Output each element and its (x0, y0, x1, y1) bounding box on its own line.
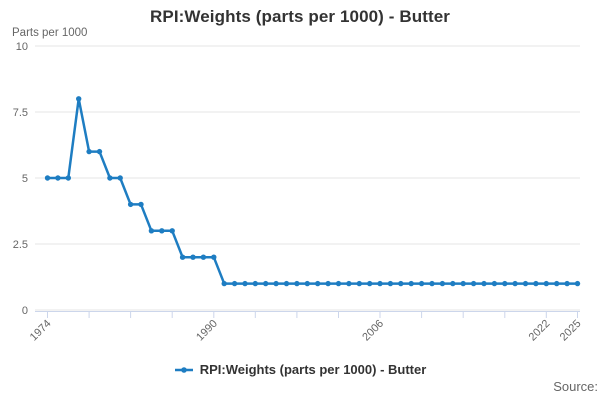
x-tick-label: 1974 (28, 318, 54, 344)
y-tick-label: 2.5 (13, 239, 28, 251)
data-point-marker (55, 175, 61, 181)
series-line (46, 97, 579, 285)
data-point-marker (148, 228, 155, 234)
legend-line-marker-icon (174, 366, 193, 373)
data-point-marker (356, 280, 362, 287)
data-point-marker (325, 280, 331, 287)
y-axis-unit-label: Parts per 1000 (12, 27, 88, 39)
data-point-marker (315, 280, 321, 287)
data-point-marker (387, 280, 394, 287)
data-point-marker (263, 280, 269, 287)
data-point-marker (429, 280, 435, 287)
data-point-marker (481, 280, 487, 287)
data-point-marker (367, 280, 373, 287)
data-point-marker (117, 175, 123, 181)
data-point-marker (211, 254, 217, 260)
data-point-marker (439, 280, 446, 287)
data-point-marker (543, 280, 549, 287)
legend-item[interactable]: RPI:Weights (parts per 1000) - Butter (0, 362, 600, 377)
data-point-marker (273, 280, 279, 287)
data-point-marker (346, 280, 352, 287)
data-point-marker (242, 280, 248, 287)
data-point-marker (159, 228, 165, 234)
data-point-marker (107, 175, 113, 181)
data-point-marker (522, 280, 529, 287)
data-point-marker (533, 280, 539, 287)
data-point-marker (512, 280, 518, 287)
data-point-marker (283, 280, 290, 287)
x-tick-label: 2025 (558, 318, 584, 344)
data-point-marker (377, 280, 383, 287)
data-point-marker (460, 280, 466, 287)
data-point-marker (138, 201, 144, 208)
data-point-marker (564, 280, 570, 287)
data-point-marker (574, 280, 581, 287)
data-point-marker (418, 280, 425, 287)
data-point-marker (44, 175, 51, 181)
data-point-marker (96, 148, 103, 155)
data-point-marker (398, 280, 404, 287)
data-point-marker (450, 280, 456, 287)
data-point-marker (554, 280, 560, 287)
y-tick-label: 5 (22, 173, 28, 185)
x-tick-label: 2022 (527, 318, 553, 344)
data-point-marker (470, 280, 477, 287)
data-point-marker (502, 280, 508, 287)
x-tick-label: 1990 (194, 318, 220, 344)
data-point-marker (221, 280, 227, 287)
data-point-marker (491, 280, 498, 287)
y-tick-label: 0 (22, 305, 28, 317)
y-tick-label: 10 (16, 41, 28, 53)
data-point-marker (304, 280, 310, 287)
legend-label: RPI:Weights (parts per 1000) - Butter (199, 362, 427, 377)
data-point-marker (179, 254, 186, 260)
data-point-marker (65, 175, 72, 181)
data-point-marker (190, 254, 196, 260)
x-tick-label: 2006 (360, 318, 386, 344)
data-point-marker (86, 148, 92, 155)
data-point-marker (169, 228, 175, 234)
data-point-marker (294, 280, 300, 287)
y-tick-label: 7.5 (13, 107, 28, 119)
data-point-marker (200, 254, 207, 260)
source-label: Source: (553, 379, 598, 394)
data-point-marker (76, 96, 82, 102)
data-point-marker (252, 280, 258, 287)
data-point-marker (231, 280, 238, 287)
data-point-marker (127, 201, 134, 208)
chart-title: RPI:Weights (parts per 1000) - Butter (150, 7, 450, 26)
data-point-marker (408, 280, 414, 287)
data-point-marker (335, 280, 342, 287)
